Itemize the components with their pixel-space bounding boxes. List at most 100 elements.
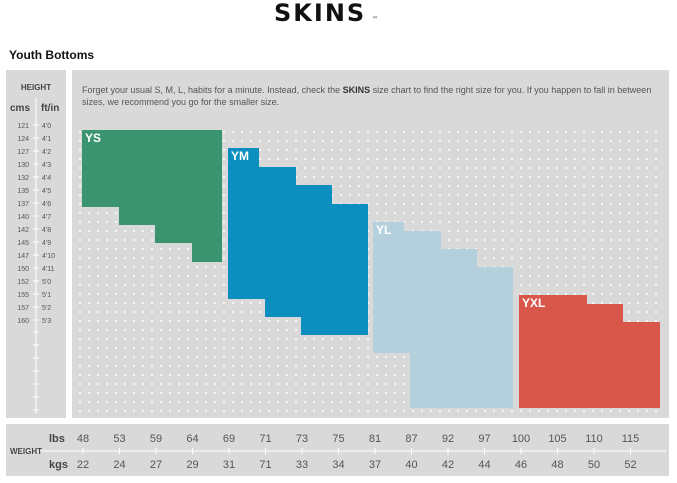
grid-dot bbox=[358, 347, 360, 349]
grid-dot bbox=[178, 275, 180, 277]
grid-dot bbox=[493, 149, 495, 151]
grid-dot bbox=[133, 356, 135, 358]
grid-dot bbox=[79, 410, 81, 412]
grid-dot bbox=[448, 221, 450, 223]
grid-dot bbox=[286, 356, 288, 358]
grid-dot bbox=[241, 410, 243, 412]
grid-dot bbox=[79, 338, 81, 340]
grid-dot bbox=[556, 131, 558, 133]
grid-dot bbox=[484, 158, 486, 160]
grid-dot bbox=[88, 230, 90, 232]
grid-dot bbox=[547, 131, 549, 133]
size-label-yxl: YXL bbox=[522, 296, 545, 310]
grid-dot bbox=[529, 203, 531, 205]
grid-dot bbox=[277, 365, 279, 367]
grid-dot bbox=[313, 374, 315, 376]
grid-dot bbox=[97, 338, 99, 340]
grid-dot bbox=[151, 392, 153, 394]
grid-dot bbox=[223, 176, 225, 178]
grid-dot bbox=[646, 302, 648, 304]
grid-dot bbox=[196, 410, 198, 412]
grid-dot bbox=[79, 257, 81, 259]
grid-dot bbox=[601, 293, 603, 295]
grid-dot bbox=[124, 329, 126, 331]
grid-dot bbox=[241, 383, 243, 385]
grid-dot bbox=[601, 212, 603, 214]
grid-dot bbox=[79, 239, 81, 241]
grid-dot bbox=[619, 221, 621, 223]
grid-dot bbox=[394, 410, 396, 412]
grid-dot bbox=[232, 347, 234, 349]
weight-kgs-tick: 22 bbox=[77, 459, 89, 471]
grid-dot bbox=[241, 401, 243, 403]
grid-dot bbox=[178, 347, 180, 349]
grid-dot bbox=[133, 329, 135, 331]
grid-dot bbox=[124, 392, 126, 394]
grid-dot bbox=[205, 266, 207, 268]
grid-dot bbox=[520, 185, 522, 187]
grid-dot bbox=[628, 167, 630, 169]
grid-dot bbox=[223, 212, 225, 214]
grid-dot bbox=[376, 392, 378, 394]
grid-dot bbox=[142, 284, 144, 286]
grid-dot bbox=[250, 392, 252, 394]
grid-dot bbox=[223, 338, 225, 340]
grid-dot bbox=[106, 293, 108, 295]
grid-dot bbox=[115, 365, 117, 367]
grid-dot bbox=[601, 131, 603, 133]
grid-dot bbox=[493, 410, 495, 412]
grid-dot bbox=[295, 149, 297, 151]
grid-dot bbox=[205, 365, 207, 367]
grid-dot bbox=[529, 275, 531, 277]
grid-dot bbox=[151, 311, 153, 313]
grid-dot bbox=[619, 266, 621, 268]
height-ftin-tick: 4'3 bbox=[42, 162, 51, 169]
grid-dot bbox=[493, 167, 495, 169]
grid-dot bbox=[214, 275, 216, 277]
grid-dot bbox=[637, 131, 639, 133]
grid-dot bbox=[178, 410, 180, 412]
grid-dot bbox=[160, 410, 162, 412]
grid-dot bbox=[601, 257, 603, 259]
grid-dot bbox=[610, 194, 612, 196]
grid-dot bbox=[223, 149, 225, 151]
grid-dot bbox=[619, 203, 621, 205]
weight-panel bbox=[6, 424, 669, 476]
grid-dot bbox=[88, 302, 90, 304]
grid-dot bbox=[484, 131, 486, 133]
grid-dot bbox=[115, 329, 117, 331]
grid-dot bbox=[322, 374, 324, 376]
grid-dot bbox=[151, 320, 153, 322]
grid-dot bbox=[97, 248, 99, 250]
grid-dot bbox=[583, 212, 585, 214]
size-block-ys bbox=[82, 130, 222, 262]
grid-dot bbox=[313, 410, 315, 412]
grid-dot bbox=[331, 401, 333, 403]
grid-dot bbox=[610, 302, 612, 304]
grid-dot bbox=[97, 212, 99, 214]
grid-dot bbox=[439, 410, 441, 412]
grid-dot bbox=[196, 401, 198, 403]
grid-dot bbox=[484, 221, 486, 223]
grid-dot bbox=[610, 221, 612, 223]
grid-dot bbox=[421, 176, 423, 178]
grid-dot bbox=[592, 185, 594, 187]
grid-dot bbox=[304, 149, 306, 151]
grid-dot bbox=[511, 239, 513, 241]
grid-dot bbox=[529, 284, 531, 286]
size-blocks: YS YM YL YXL bbox=[82, 130, 660, 408]
grid-dot bbox=[520, 167, 522, 169]
grid-dot bbox=[412, 167, 414, 169]
grid-dot bbox=[331, 149, 333, 151]
grid-dot bbox=[502, 203, 504, 205]
grid-dot bbox=[538, 194, 540, 196]
grid-dot bbox=[178, 383, 180, 385]
grid-dot bbox=[547, 257, 549, 259]
grid-dot bbox=[655, 275, 657, 277]
grid-dot bbox=[115, 248, 117, 250]
grid-dot bbox=[106, 338, 108, 340]
grid-dot bbox=[592, 221, 594, 223]
grid-dot bbox=[511, 230, 513, 232]
grid-dot bbox=[277, 320, 279, 322]
grid-dot bbox=[169, 338, 171, 340]
